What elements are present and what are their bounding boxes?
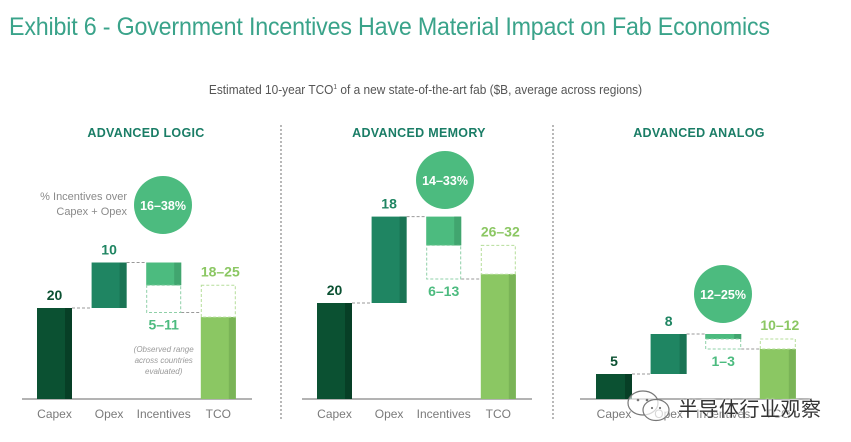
bar-capex-shade bbox=[345, 303, 352, 399]
label-capex: 20 bbox=[47, 287, 63, 303]
label-incentives: 1–3 bbox=[712, 353, 736, 369]
incentive-share-circle bbox=[134, 176, 192, 234]
category-label-capex: Capex bbox=[317, 407, 352, 421]
bar-incentives-range bbox=[426, 244, 462, 280]
category-label-opex: Opex bbox=[95, 407, 124, 421]
incentive-share-circle bbox=[416, 151, 474, 209]
panel-title: ADVANCED LOGIC bbox=[87, 126, 204, 140]
label-tco: 10–12 bbox=[760, 317, 799, 333]
label-capex: 20 bbox=[327, 282, 343, 298]
exhibit-title: Exhibit 6 - Government Incentives Have M… bbox=[9, 13, 770, 41]
bar-tco-min-shade bbox=[788, 349, 796, 399]
watermark-text: 半导体行业观察 bbox=[678, 399, 822, 421]
incentive-share-label: 16–38% bbox=[140, 199, 186, 213]
bar-capex-shade bbox=[625, 374, 632, 399]
bar-tco-range bbox=[759, 338, 796, 350]
category-label-incentives: Incentives bbox=[417, 407, 471, 421]
label-opex: 18 bbox=[381, 196, 397, 212]
subtitle-rest: of a new state-of-the-art fab ($B, avera… bbox=[337, 83, 643, 97]
range-note-line: across countries bbox=[135, 356, 193, 365]
bar-opex-shade bbox=[679, 334, 687, 374]
bar-incentives-range bbox=[705, 338, 742, 350]
panel-title: ADVANCED ANALOG bbox=[633, 126, 765, 140]
category-label-tco: TCO bbox=[765, 407, 790, 421]
incentive-share-label: 12–25% bbox=[700, 288, 746, 302]
bar-tco-range bbox=[200, 284, 236, 318]
label-opex: 10 bbox=[101, 242, 117, 258]
label-opex: 8 bbox=[665, 313, 673, 329]
circle-caption-line: % Incentives over bbox=[40, 191, 127, 203]
bar-incentives-range bbox=[146, 284, 182, 314]
category-label-capex: Capex bbox=[37, 407, 72, 421]
bar-opex-shade bbox=[399, 216, 407, 303]
incentive-share-circle bbox=[694, 265, 752, 323]
label-tco: 26–32 bbox=[481, 223, 520, 239]
subtitle-main: Estimated 10-year TCO bbox=[208, 83, 334, 97]
bar-tco-range bbox=[480, 244, 516, 275]
label-tco: 18–25 bbox=[201, 263, 240, 279]
bar-opex-shade bbox=[119, 262, 127, 308]
label-incentives: 6–13 bbox=[428, 283, 459, 299]
bar-tco-min-shade bbox=[508, 274, 516, 399]
range-note-line: (Observed range bbox=[134, 345, 195, 354]
footnote-marker: 1 bbox=[333, 83, 338, 91]
category-label-tco: TCO bbox=[486, 407, 511, 421]
category-label-opex: Opex bbox=[375, 407, 404, 421]
bar-incentives-min bbox=[705, 334, 742, 339]
bar-incentives-min-shade bbox=[174, 262, 182, 286]
circle-caption-line: Capex + Opex bbox=[56, 206, 127, 218]
range-note-line: evaluated) bbox=[145, 367, 183, 376]
wechat-icon bbox=[627, 390, 670, 422]
category-label-incentives: Incentives bbox=[137, 407, 191, 421]
chart-subtitle: Estimated 10-year TCO1 of a new state-of… bbox=[21, 83, 829, 97]
category-label-capex: Capex bbox=[597, 407, 632, 421]
bar-capex-shade bbox=[65, 308, 72, 399]
bar-incentives-min-shade bbox=[454, 216, 462, 246]
bar-incentives-min-shade bbox=[734, 334, 742, 339]
category-label-tco: TCO bbox=[206, 407, 231, 421]
label-capex: 5 bbox=[610, 353, 618, 369]
incentive-share-label: 14–33% bbox=[422, 174, 468, 188]
category-label-incentives: Incentives bbox=[696, 407, 750, 421]
bar-incentives-min bbox=[146, 262, 182, 286]
panel-title: ADVANCED MEMORY bbox=[352, 126, 486, 140]
bar-tco-min-shade bbox=[228, 317, 236, 399]
label-incentives: 5–11 bbox=[149, 317, 180, 333]
